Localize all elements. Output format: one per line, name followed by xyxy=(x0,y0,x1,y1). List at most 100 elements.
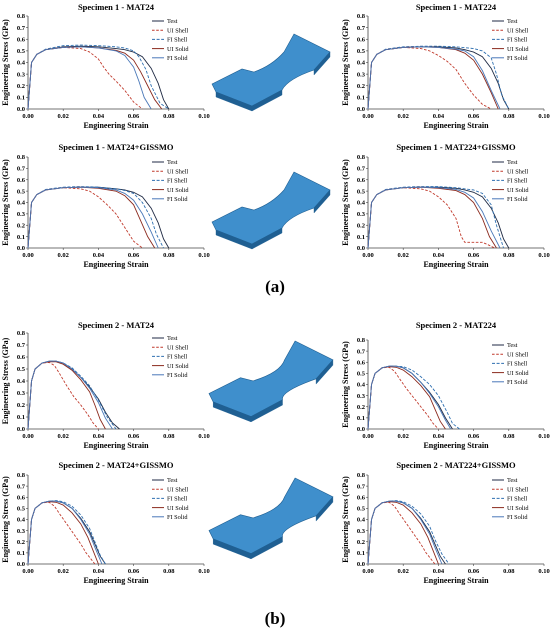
x-tick-label: 0.02 xyxy=(398,568,409,575)
legend-label-fi-shell: FI Shell xyxy=(167,37,187,44)
y-tick-label: 0.0 xyxy=(17,245,25,252)
y-tick-label: 0.0 xyxy=(357,245,365,252)
x-axis-label: Engineering Strain xyxy=(83,441,149,450)
y-tick-label: 0.1 xyxy=(357,550,365,557)
y-tick-label: 0.2 xyxy=(357,222,365,229)
x-tick-label: 0.02 xyxy=(398,252,409,259)
x-tick-label: 0.06 xyxy=(128,433,140,440)
x-tick-label: 0.10 xyxy=(198,433,209,440)
y-tick-label: 0.5 xyxy=(17,48,26,55)
legend-label-fi-shell: FI Shell xyxy=(507,178,527,185)
y-tick-label: 0.1 xyxy=(357,234,365,241)
legend-label-ui-shell: UI Shell xyxy=(167,344,188,351)
legend: Test UI Shell FI Shell UI Solid FI Solid xyxy=(152,477,189,521)
legend-label-test: Test xyxy=(507,342,518,349)
y-tick-label: 0.2 xyxy=(357,404,365,411)
x-tick-label: 0.00 xyxy=(22,433,33,440)
y-axis-label: Engineering Stress (GPa) xyxy=(1,19,10,106)
series-line-fi-solid xyxy=(367,186,501,249)
chart-title: Specimen 1 - MAT224+GISSMO xyxy=(396,142,516,152)
x-tick-label: 0.08 xyxy=(163,433,175,440)
x-axis-label: Engineering Strain xyxy=(423,260,489,269)
x-tick-label: 0.10 xyxy=(538,252,549,259)
x-axis-label: Engineering Strain xyxy=(83,121,149,130)
x-tick-label: 0.10 xyxy=(198,568,209,575)
y-tick-label: 0.7 xyxy=(357,348,366,355)
series-line-ui-shell xyxy=(27,46,143,110)
y-tick-label: 0.8 xyxy=(17,154,26,161)
chart-title: Specimen 2 - MAT224+GISSMO xyxy=(396,460,516,470)
specimen-side-face xyxy=(215,189,331,250)
y-tick-label: 0.1 xyxy=(17,550,25,557)
y-tick-label: 0.1 xyxy=(17,234,25,241)
legend-label-fi-shell: FI Shell xyxy=(167,178,187,185)
chart-1: Specimen 1 - MAT24 0.0 0.1 0.2 0.3 0.4 0.5 0.6 0… xyxy=(1,2,210,130)
specimen-side-face xyxy=(212,359,334,423)
legend-label-fi-solid: FI Solid xyxy=(167,55,188,62)
legend-label-test: Test xyxy=(167,335,178,342)
legend-label-ui-solid: UI Solid xyxy=(507,505,529,512)
x-tick-label: 0.08 xyxy=(503,113,515,120)
x-tick-label: 0.06 xyxy=(468,252,480,259)
legend: Test UI Shell FI Shell UI Solid FI Solid xyxy=(492,18,529,62)
y-tick-label: 0.4 xyxy=(357,382,366,389)
y-tick-label: 0.4 xyxy=(357,200,366,207)
y-axis-label: Engineering Stress (GPa) xyxy=(341,341,350,428)
y-tick-label: 0.5 xyxy=(357,48,366,55)
specimen-2-sim-b xyxy=(208,477,334,560)
x-tick-label: 0.02 xyxy=(58,113,69,120)
series-line-fi-solid xyxy=(27,186,159,249)
y-tick-label: 0.7 xyxy=(17,25,26,32)
x-tick-label: 0.04 xyxy=(93,113,105,120)
y-tick-label: 0.0 xyxy=(357,426,365,433)
legend-label-fi-shell: FI Shell xyxy=(507,496,527,503)
x-tick-label: 0.08 xyxy=(163,113,175,120)
specimen-2-sim-a xyxy=(208,340,334,423)
series-line-ui-shell xyxy=(27,501,96,565)
legend-label-ui-shell: UI Shell xyxy=(507,486,528,493)
x-tick-label: 0.02 xyxy=(398,433,409,440)
y-tick-label: 0.0 xyxy=(17,561,25,568)
x-axis-label: Engineering Strain xyxy=(423,441,489,450)
x-axis-label: Engineering Strain xyxy=(83,260,149,269)
x-tick-label: 0.06 xyxy=(468,568,480,575)
x-tick-label: 0.04 xyxy=(433,252,445,259)
charts-layer: Specimen 1 - MAT24 0.0 0.1 0.2 0.3 0.4 0.5 0.6 0… xyxy=(1,2,550,585)
y-tick-label: 0.6 xyxy=(357,177,366,184)
series-line-ui-shell xyxy=(367,501,436,565)
legend-label-fi-shell: FI Shell xyxy=(167,354,187,361)
legend-label-ui-shell: UI Shell xyxy=(167,27,188,34)
y-tick-label: 0.6 xyxy=(357,36,366,43)
y-tick-label: 0.5 xyxy=(357,506,366,513)
x-tick-label: 0.08 xyxy=(163,252,175,259)
y-tick-label: 0.4 xyxy=(17,517,26,524)
series-line-fi-shell xyxy=(27,500,106,565)
series-line-fi-shell xyxy=(367,45,510,110)
series-line-ui-shell xyxy=(367,187,495,249)
specimen-top-face xyxy=(208,340,334,417)
series-line-ui-solid xyxy=(27,501,99,565)
legend-label-fi-shell: FI Shell xyxy=(507,37,527,44)
x-tick-label: 0.00 xyxy=(362,568,373,575)
y-axis-label: Engineering Stress (GPa) xyxy=(1,476,10,563)
y-axis-label: Engineering Stress (GPa) xyxy=(341,476,350,563)
legend-label-fi-shell: FI Shell xyxy=(507,361,527,368)
series-line-fi-shell xyxy=(27,44,170,110)
chart-title: Specimen 2 - MAT24+GISSMO xyxy=(59,460,174,470)
x-tick-label: 0.00 xyxy=(22,113,33,120)
y-tick-label: 0.6 xyxy=(17,354,26,361)
chart-title: Specimen 1 - MAT224 xyxy=(416,2,497,12)
y-tick-label: 0.8 xyxy=(357,13,366,20)
x-tick-label: 0.10 xyxy=(538,113,549,120)
y-tick-label: 0.8 xyxy=(357,472,366,479)
y-tick-label: 0.4 xyxy=(357,60,366,67)
x-tick-label: 0.04 xyxy=(93,433,105,440)
y-tick-label: 0.0 xyxy=(17,426,25,433)
x-tick-label: 0.04 xyxy=(433,568,445,575)
legend-label-test: Test xyxy=(507,18,518,25)
y-tick-label: 0.5 xyxy=(357,371,366,378)
y-axis-label: Engineering Stress (GPa) xyxy=(1,159,10,246)
specimen-top-face xyxy=(211,171,331,245)
x-tick-label: 0.04 xyxy=(93,252,105,259)
chart-title: Specimen 2 - MAT24 xyxy=(78,320,155,330)
